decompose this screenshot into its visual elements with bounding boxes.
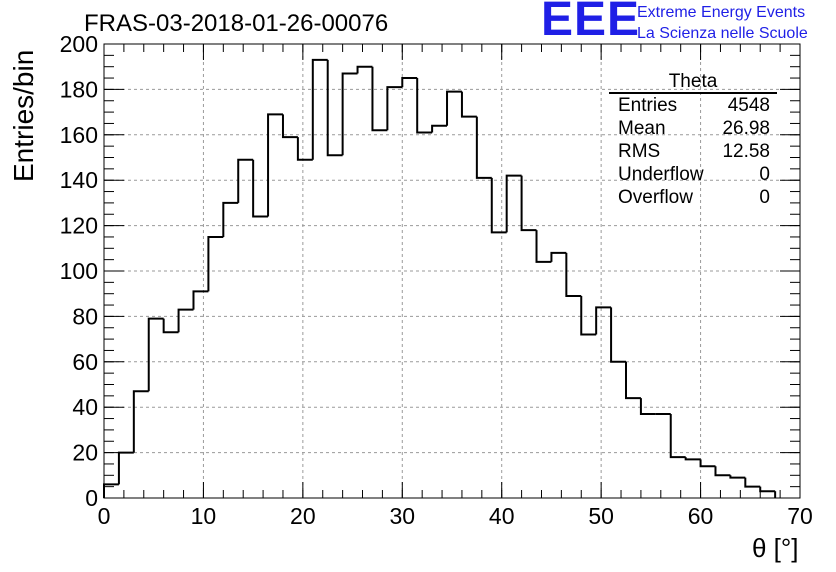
- eee-logo: EEE: [541, 0, 641, 46]
- y-tick-label: 40: [72, 394, 98, 420]
- y-axis-label: Entries/bin: [8, 49, 39, 182]
- histogram-bin: [117, 451, 134, 485]
- y-tick-label: 160: [60, 122, 98, 148]
- y-tick-label: 200: [60, 31, 98, 57]
- histogram-bin: [446, 90, 462, 126]
- histogram-bin: [520, 175, 537, 232]
- histogram-bin: [625, 361, 641, 400]
- y-tick-label: 80: [72, 303, 98, 329]
- histogram-bin: [744, 477, 761, 488]
- histogram-bin: [296, 137, 313, 161]
- histogram-bin: [759, 486, 776, 493]
- stats-box: Theta Entries 4548 Mean 26.98 RMS 12.58 …: [609, 72, 777, 209]
- y-tick-label: 60: [72, 349, 98, 375]
- stats-value: 0: [759, 164, 770, 185]
- histogram-bin: [207, 235, 224, 292]
- histogram-bin: [177, 308, 194, 333]
- histogram-bin: [610, 307, 626, 363]
- y-tick-label: 120: [60, 213, 98, 239]
- stats-value: 26.98: [722, 118, 770, 139]
- histogram-bin: [416, 78, 433, 134]
- histogram-bin: [356, 65, 373, 74]
- stats-row-entries: Entries 4548: [609, 94, 777, 117]
- stats-row-rms: RMS 12.58: [609, 140, 777, 163]
- y-tick-label: 20: [72, 440, 98, 466]
- stats-row-mean: Mean 26.98: [609, 117, 777, 140]
- logo-line-2: La Scienza nelle Scuole: [637, 25, 808, 42]
- histogram-bin: [684, 457, 701, 461]
- chart-title: FRAS-03-2018-01-26-00076: [84, 10, 389, 37]
- histogram-bin: [475, 116, 492, 179]
- histogram-bin: [669, 414, 686, 459]
- histogram-bin: [699, 459, 716, 468]
- histogram-bin: [281, 114, 298, 139]
- tick-labels: 0 10 20 30 40 50 60 70 0 20 40 60 80 100 120 140 160 180 2…: [60, 31, 813, 529]
- histogram-bin: [401, 77, 418, 88]
- y-tick-label: 180: [60, 76, 98, 102]
- plot-frame: [103, 43, 801, 499]
- x-tick-label: 40: [489, 503, 515, 529]
- x-tick-label: 20: [290, 503, 316, 529]
- histogram-bins: [103, 58, 777, 498]
- x-tick-label: 60: [688, 503, 714, 529]
- x-tick-label: 70: [787, 503, 813, 529]
- stats-label: Underflow: [618, 164, 704, 185]
- stats-row-overflow: Overflow 0: [609, 186, 777, 209]
- histogram-bin: [639, 398, 656, 416]
- y-tick-label: 0: [85, 485, 98, 511]
- stats-label: Mean: [618, 118, 666, 139]
- histogram-bin: [252, 159, 269, 218]
- histogram-bin: [729, 475, 746, 479]
- stats-title: Theta: [609, 72, 777, 94]
- histogram-bin: [222, 201, 239, 237]
- histogram-bin: [565, 252, 582, 297]
- histogram-bin: [147, 317, 164, 392]
- histogram-bin: [237, 158, 254, 203]
- x-axis-label: θ [°]: [752, 533, 799, 563]
- histogram-bin: [192, 290, 209, 310]
- x-tick-label: 50: [588, 503, 614, 529]
- histogram-bin: [490, 177, 507, 234]
- stats-row-underflow: Underflow 0: [609, 163, 777, 186]
- histogram-bin: [431, 124, 448, 133]
- x-tick-label: 0: [98, 503, 111, 529]
- histogram-bin: [386, 86, 403, 131]
- histogram-bin: [341, 72, 358, 156]
- stats-value: 4548: [727, 95, 770, 116]
- stats-value: 0: [759, 187, 770, 208]
- y-tick-label: 100: [60, 258, 98, 284]
- stats-label: Overflow: [618, 187, 693, 208]
- stats-label: Entries: [618, 95, 678, 116]
- y-tick-label: 140: [60, 167, 98, 193]
- histogram-bin: [550, 251, 567, 262]
- histogram-bin: [132, 390, 149, 453]
- grid-lines: [104, 44, 800, 498]
- histogram-bin: [595, 306, 612, 335]
- histogram-bin: [580, 295, 597, 336]
- x-tick-label: 10: [191, 503, 217, 529]
- histogram-bin: [371, 66, 388, 132]
- histogram-bin: [162, 318, 179, 334]
- histogram-bin: [460, 91, 477, 118]
- histogram-bin: [535, 230, 552, 263]
- histogram-bin: [714, 466, 731, 477]
- x-tick-label: 30: [389, 503, 415, 529]
- stats-value: 12.58: [722, 141, 770, 162]
- histogram-bin: [505, 174, 522, 233]
- histogram-bin: [311, 58, 328, 160]
- stats-label: RMS: [618, 141, 661, 162]
- histogram-bin: [267, 113, 283, 217]
- logo-line-1: Extreme Energy Events: [637, 4, 806, 21]
- histogram-bin: [326, 59, 343, 157]
